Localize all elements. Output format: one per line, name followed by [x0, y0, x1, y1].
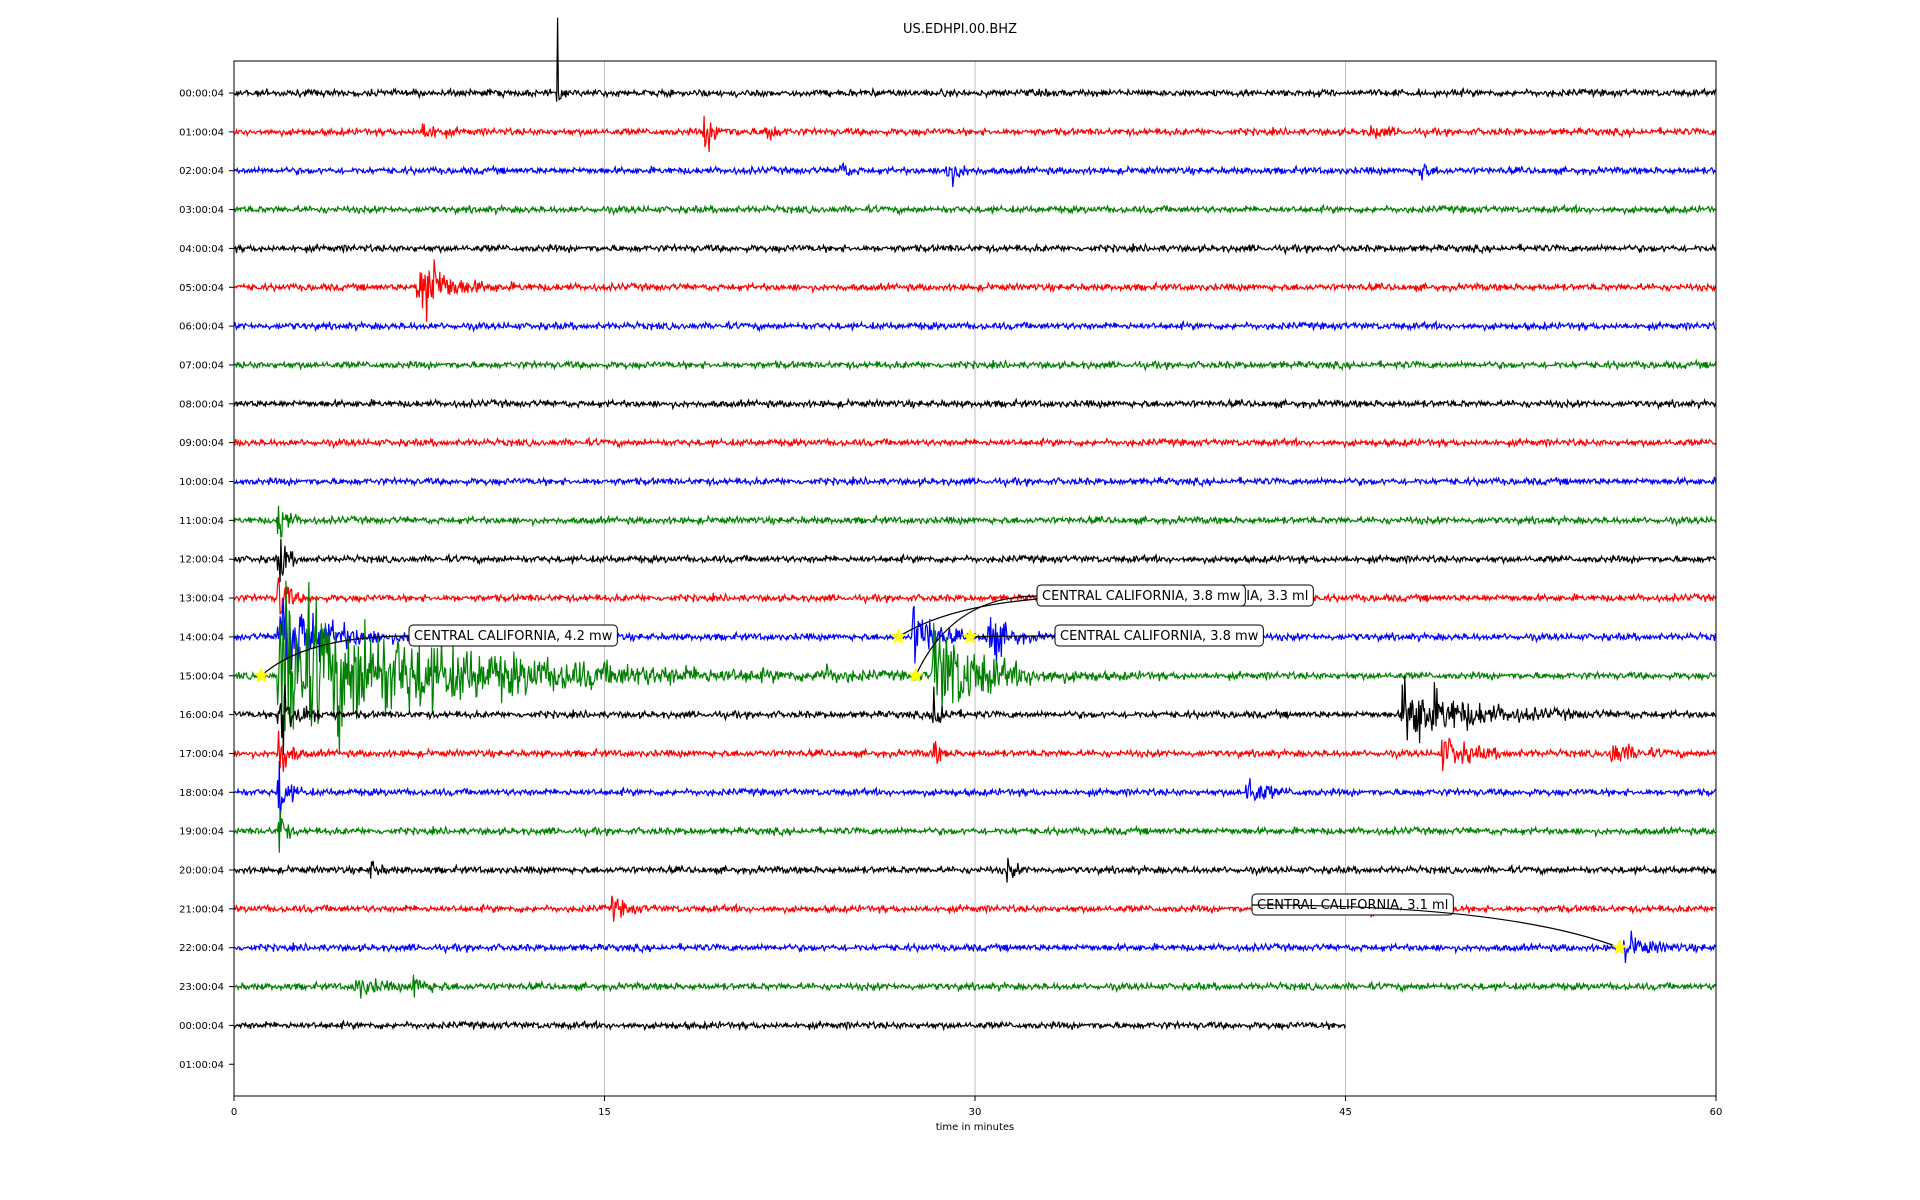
trace-21 [233, 895, 1717, 922]
row-label-25: 01:00:04 [179, 1060, 224, 1071]
trace-6 [233, 319, 1717, 333]
trace-22 [233, 930, 1717, 964]
row-label-11: 11:00:04 [179, 516, 224, 527]
event-annotation-3: CENTRAL CALIFORNIA, 3.8 mw [961, 624, 1264, 647]
x-tick-label-3: 45 [1339, 1107, 1352, 1118]
row-label-8: 08:00:04 [179, 399, 224, 410]
row-label-22: 22:00:04 [179, 943, 224, 954]
trace-23 [233, 974, 1717, 999]
row-label-1: 01:00:04 [179, 127, 224, 138]
trace-9 [233, 436, 1717, 450]
event-star-4 [1611, 939, 1628, 955]
event-star-1 [890, 628, 907, 644]
trace-4 [233, 242, 1717, 256]
trace-0 [233, 17, 1717, 102]
row-label-4: 04:00:04 [179, 244, 224, 255]
x-axis-label: time in minutes [936, 1122, 1015, 1133]
row-label-24: 00:00:04 [179, 1021, 224, 1032]
event-connector-4 [1251, 904, 1620, 949]
row-label-16: 16:00:04 [179, 710, 224, 721]
row-label-13: 13:00:04 [179, 594, 224, 605]
row-label-19: 19:00:04 [179, 827, 224, 838]
trace-19 [233, 809, 1717, 853]
event-star-3 [961, 628, 979, 644]
trace-11 [233, 505, 1717, 539]
row-label-7: 07:00:04 [179, 360, 224, 371]
trace-16 [233, 676, 1717, 756]
trace-5 [234, 259, 1717, 322]
event-connector-0 [260, 635, 410, 677]
row-label-12: 12:00:04 [179, 555, 224, 566]
trace-8 [233, 397, 1717, 411]
row-label-3: 03:00:04 [179, 205, 224, 216]
trace-24 [233, 1019, 1347, 1032]
row-label-21: 21:00:04 [179, 904, 224, 915]
traces [233, 17, 1717, 1032]
row-label-0: 00:00:04 [179, 89, 224, 100]
x-tick-label-1: 15 [598, 1107, 611, 1118]
x-tick-label-2: 30 [969, 1107, 982, 1118]
event-annotation-2: CENTRAL CALIFORNIA, 3.8 mw [907, 584, 1246, 683]
x-tick-label-4: 60 [1710, 1107, 1723, 1118]
trace-1 [233, 115, 1717, 153]
x-axis: 0 15 30 45 60 [231, 1096, 1723, 1118]
event-label-2: CENTRAL CALIFORNIA, 3.8 mw [1042, 589, 1241, 604]
row-label-6: 06:00:04 [179, 322, 224, 333]
trace-17 [233, 730, 1717, 772]
chart-title: US.EDHPI.00.BHZ [903, 22, 1017, 37]
trace-10 [233, 475, 1717, 489]
trace-15 [233, 580, 1717, 754]
event-connector-2 [915, 595, 1038, 677]
trace-12 [233, 538, 1717, 583]
event-annotation-4: CENTRAL CALIFORNIA, 3.1 ml [1251, 893, 1628, 955]
x-tick-label-0: 0 [231, 1107, 237, 1118]
row-label-20: 20:00:04 [179, 866, 224, 877]
event-label-3: CENTRAL CALIFORNIA, 3.8 mw [1060, 629, 1259, 644]
row-label-17: 17:00:04 [179, 749, 224, 760]
event-star-0 [252, 667, 270, 683]
trace-7 [233, 358, 1717, 372]
event-annotation-0: CENTRAL CALIFORNIA, 4.2 mw [252, 624, 618, 683]
trace-2 [233, 161, 1717, 188]
trace-20 [233, 857, 1717, 883]
grid-lines [604, 61, 1346, 1096]
row-label-15: 15:00:04 [179, 671, 224, 682]
y-axis: 00:00:04 01:00:04 02:00:04 03:00:04 04:00:04… [179, 89, 234, 1071]
row-label-5: 05:00:04 [179, 283, 224, 294]
row-label-23: 23:00:04 [179, 982, 224, 993]
event-connector-3 [970, 635, 1056, 638]
event-label-0: CENTRAL CALIFORNIA, 4.2 mw [414, 629, 613, 644]
row-label-14: 14:00:04 [179, 632, 224, 643]
event-star-2 [907, 667, 924, 683]
row-label-2: 02:00:04 [179, 166, 224, 177]
trace-3 [233, 203, 1717, 217]
trace-18 [233, 760, 1717, 820]
row-label-10: 10:00:04 [179, 477, 224, 488]
event-annotations: CENTRAL CALIFORNIA, 4.2 mw CENTRAL CALIFO… [252, 584, 1628, 955]
trace-13 [233, 577, 1717, 615]
row-label-9: 09:00:04 [179, 438, 224, 449]
row-label-18: 18:00:04 [179, 788, 224, 799]
